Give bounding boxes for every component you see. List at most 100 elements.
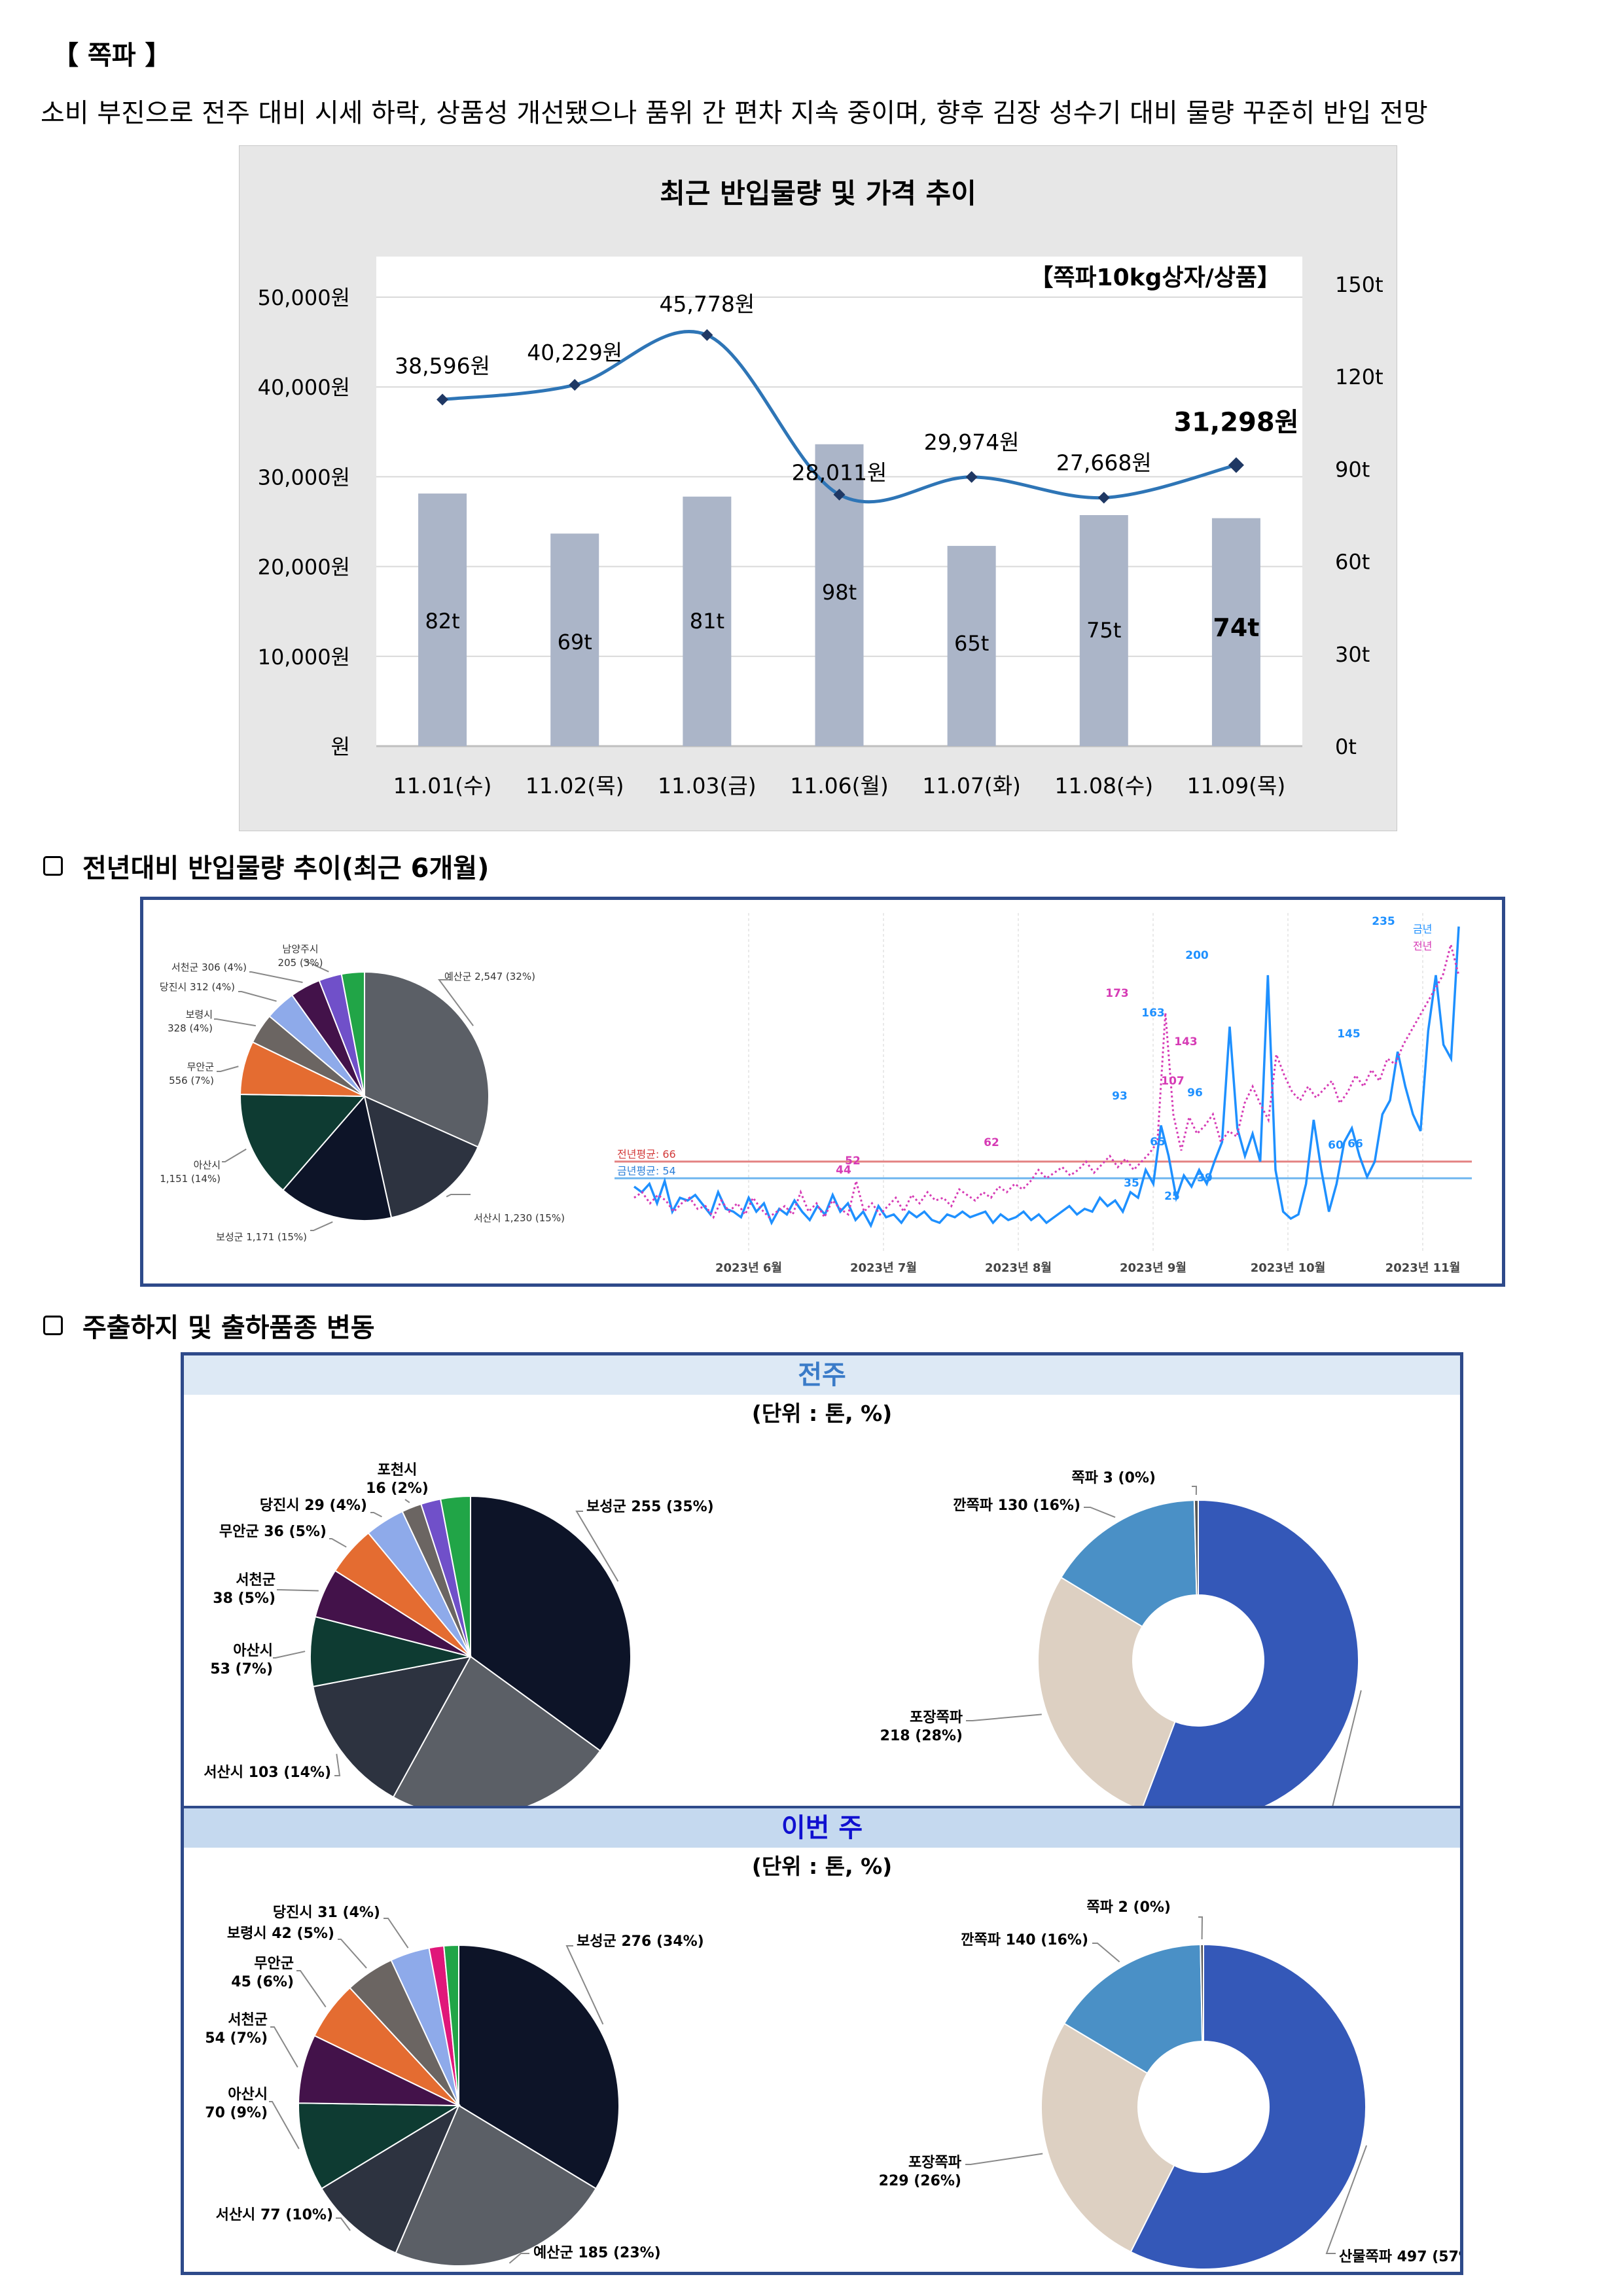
series-line-0 [633, 926, 1460, 1229]
volume-bar [947, 546, 996, 746]
prev-variety-donut-slice [1060, 1499, 1198, 1628]
legend-current: 금년 [1413, 923, 1432, 935]
unit-label: 【쪽파10kg상자/상품】 [1029, 264, 1281, 291]
month-label: 2023년 7월 [850, 1261, 917, 1275]
peak-value-label: 44 [836, 1164, 851, 1177]
prev-origin-pie-label: 무안군 36 (5%) [219, 1524, 327, 1540]
yoy-pie-label: 아산시 [194, 1159, 221, 1171]
yoy-pie-leader [222, 1148, 247, 1162]
prev-origin-pie-leader [575, 1511, 619, 1582]
avg-curr-label: 금년평균: 54 [617, 1164, 676, 1177]
prev-origin-pie-label: 아산시 [233, 1643, 273, 1659]
yoy-pie-label: 서산시 1,230 (15%) [474, 1212, 565, 1224]
curr-variety-donut-leader [1325, 2145, 1368, 2254]
curr-variety-donut-label: 포장쪽파 [908, 2155, 962, 2171]
prev-origin-pie-label: 포천시 [378, 1462, 418, 1479]
curr-variety-donut-label: 229 (26%) [879, 2173, 961, 2189]
y-tick-left: 40,000원 [258, 375, 350, 400]
prev-variety-donut-leader [1084, 1507, 1116, 1518]
curr-origin-pie-label: 당진시 31 (4%) [273, 1905, 380, 1921]
curr-origin-pie-label: 무안군 [254, 1956, 294, 1972]
curr-variety-donut-slice [1200, 1943, 1204, 2043]
yoy-pie-label: 556 (7%) [169, 1075, 214, 1086]
price-volume-chart-panel: 최근 반입물량 및 가격 추이 원 10,000원 20,000원 30,000원 40,… [238, 145, 1398, 832]
y-tick-left: 원 [331, 734, 350, 759]
curr-origin-pie-label: 보성군 276 (34%) [577, 1933, 704, 1950]
curr-variety-donut-chart: 산물쪽파 497 (57%) 포장쪽파 229 (26%) 깐쪽파 140 (16%)… [879, 1899, 1460, 2270]
yoy-pie-leader [217, 1066, 239, 1072]
peak-value-label: 143 [1174, 1035, 1198, 1049]
curr-variety-donut-slice [1063, 1944, 1204, 2075]
price-marker [1228, 457, 1244, 473]
prev-origin-pie-slice [439, 1495, 471, 1657]
x-tick-label: 11.02(목) [526, 773, 624, 798]
price-label: 29,974원 [924, 429, 1020, 455]
yoy-pie-label: 예산군 2,547 (32%) [444, 971, 535, 982]
yoy-pie-leader [214, 1018, 257, 1027]
peak-value-label: 60 [1328, 1139, 1344, 1152]
prev-origin-pie-label: 38 (5%) [213, 1590, 276, 1607]
yoy-pie-leader [446, 1194, 471, 1198]
y-tick-left: 30,000원 [258, 465, 350, 490]
yoy-pie-label: 1,151 (14%) [160, 1173, 221, 1185]
yoy-pie-leader [303, 960, 329, 973]
y-tick-right: 0t [1335, 734, 1357, 759]
curr-origin-pie-label: 70 (9%) [205, 2105, 268, 2121]
price-marker [1097, 492, 1110, 504]
peak-value-label: 163 [1141, 1007, 1165, 1020]
price-marker [833, 488, 846, 501]
volume-bar-label: 75t [1086, 618, 1121, 643]
volume-bar [1079, 515, 1128, 746]
peak-value-label: 35 [1124, 1177, 1139, 1190]
curr-variety-donut-label: 깐쪽파 140 (16%) [961, 1932, 1088, 1948]
curr-origin-pie-leader [565, 1945, 604, 2025]
section-checkbox[interactable] [43, 856, 63, 876]
curr-origin-pie-chart: 보성군 276 (34%) 예산군 185 (23%) 서산시 77 (10%) 아산… [205, 1905, 704, 2267]
peak-value-label: 96 [1187, 1086, 1203, 1100]
yoy-pie-slice [363, 1095, 479, 1219]
x-tick-label: 11.09(목) [1187, 773, 1286, 798]
curr-origin-pie-label: 보령시 42 (5%) [227, 1926, 334, 1942]
month-label: 2023년 8월 [985, 1261, 1052, 1275]
curr-unit-label: (단위 : 톤, %) [751, 1854, 893, 1879]
volume-bar-label: 74t [1213, 613, 1259, 642]
curr-origin-pie-leader [336, 2217, 351, 2231]
yoy-pie-label: 보령시 [186, 1009, 213, 1020]
yoy-pie-leader [310, 1221, 333, 1231]
prev-origin-pie-label: 보성군 255 (35%) [586, 1499, 714, 1515]
curr-variety-donut-leader [965, 2153, 1043, 2165]
curr-variety-donut-slice [1130, 1943, 1366, 2270]
month-label: 2023년 9월 [1120, 1261, 1186, 1275]
price-label: 40,229원 [527, 340, 622, 365]
month-label: 2023년 11월 [1385, 1261, 1461, 1275]
prev-variety-donut-leader [966, 1713, 1042, 1721]
curr-variety-donut-label: 쪽파 2 (0%) [1086, 1899, 1171, 1916]
peak-value-label: 66 [1347, 1138, 1363, 1151]
volume-bar-label: 82t [425, 609, 459, 634]
yoy-pie-label: 무안군 [187, 1061, 215, 1073]
section-title-yoy: 전년대비 반입물량 추이(최근 6개월) [82, 853, 490, 884]
prev-origin-pie-leader [277, 1589, 319, 1592]
curr-origin-pie-leader [296, 1970, 327, 2007]
section-checkbox[interactable] [43, 1316, 63, 1335]
yoy-pie-slice [364, 971, 490, 1148]
prev-variety-donut-slice [1193, 1499, 1199, 1596]
curr-variety-donut-leader [1198, 1916, 1204, 1940]
x-tick-label: 11.08(수) [1054, 773, 1153, 798]
origin-panel: 전주 (단위 : 톤, %) 보성군 255 (35%)예산군 167 (23%… [181, 1352, 1463, 2275]
peak-value-label: 235 [1372, 915, 1395, 928]
yoy-pie-label: 보성군 1,171 (15%) [216, 1231, 307, 1243]
month-label: 2023년 6월 [715, 1261, 782, 1275]
price-marker [701, 329, 713, 341]
divider [184, 1806, 1460, 1808]
curr-origin-pie-slice [321, 2104, 461, 2254]
prev-variety-donut-leader [1192, 1486, 1198, 1496]
prev-week-header: 전주 [184, 1355, 1460, 1395]
peak-value-label: 173 [1105, 987, 1129, 1000]
avg-prev-label: 전년평균: 66 [617, 1148, 676, 1160]
prev-variety-donut-label: 포장쪽파 [910, 1710, 963, 1726]
prev-variety-donut-label: 218 (28%) [880, 1728, 963, 1744]
prev-origin-pie-leader [329, 1538, 347, 1548]
prev-origin-pie-slice [310, 1615, 471, 1688]
volume-bar [550, 533, 599, 746]
